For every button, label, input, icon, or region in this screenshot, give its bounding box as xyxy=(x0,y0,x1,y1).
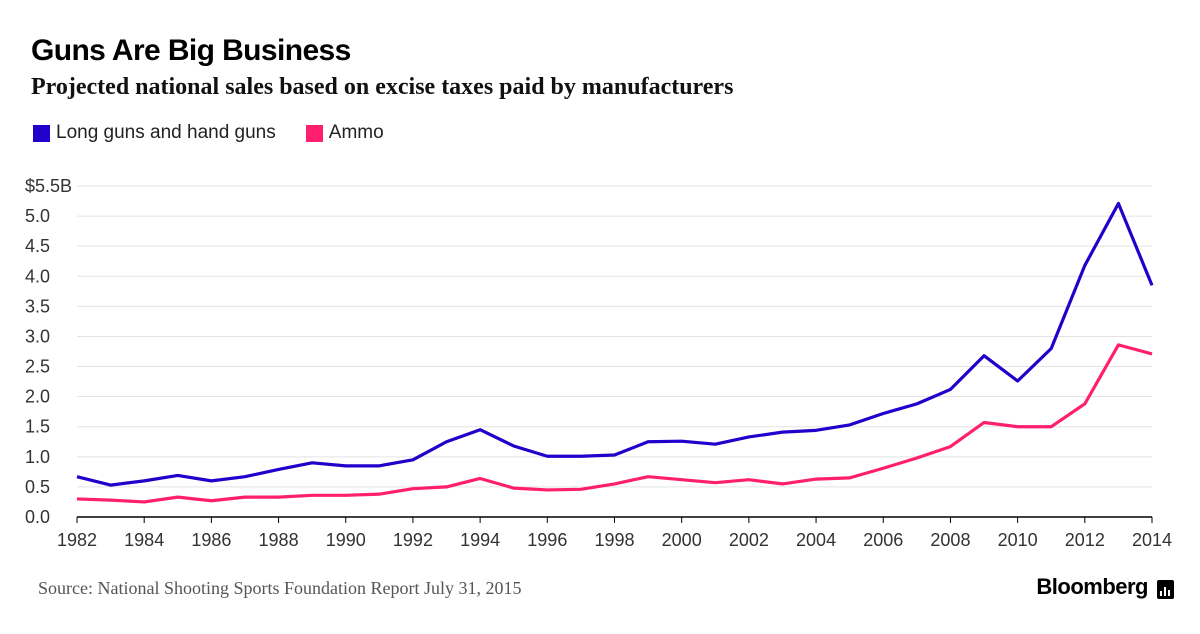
y-tick-label: 5.0 xyxy=(25,206,50,226)
x-tick-label: 1996 xyxy=(527,530,567,550)
y-tick-label: 4.5 xyxy=(25,236,50,256)
source-note: Source: National Shooting Sports Foundat… xyxy=(38,578,522,598)
legend-label-guns: Long guns and hand guns xyxy=(56,122,276,143)
chart-subtitle: Projected national sales based on excise… xyxy=(31,74,734,100)
x-axis-ticks: 1982 1984 1986 1988 1990 1992 1994 1996 1998 2000… xyxy=(57,516,1172,550)
y-tick-label: 0.0 xyxy=(25,507,50,527)
legend-swatch-guns xyxy=(33,124,50,142)
x-tick-label: 1986 xyxy=(191,530,231,550)
bloomberg-logo: Bloomberg xyxy=(1036,574,1148,599)
gridlines xyxy=(77,185,1152,488)
y-tick-label: 3.5 xyxy=(25,296,50,316)
y-tick-label: 1.0 xyxy=(25,447,50,467)
x-tick-label: 2004 xyxy=(796,530,836,550)
legend-item-guns: Long guns and hand guns xyxy=(33,122,276,144)
y-tick-label: 1.5 xyxy=(25,417,50,437)
x-tick-label: 2014 xyxy=(1132,530,1172,550)
x-tick-label: 1990 xyxy=(326,530,366,550)
x-tick-label: 1988 xyxy=(259,530,299,550)
bloomberg-chart-icon xyxy=(1157,580,1174,599)
legend: Long guns and hand guns Ammo xyxy=(33,122,414,144)
series-lines xyxy=(76,201,1154,504)
series-line-guns xyxy=(76,201,1154,487)
x-tick-label: 2008 xyxy=(930,530,970,550)
legend-label-ammo: Ammo xyxy=(328,122,384,143)
series-line-ammo xyxy=(76,343,1153,504)
x-tick-label: 2010 xyxy=(998,530,1038,550)
legend-item-ammo: Ammo xyxy=(305,122,384,144)
y-tick-label: 3.0 xyxy=(25,326,50,346)
x-tick-label: 1982 xyxy=(57,530,97,550)
y-tick-label: $5.5B xyxy=(25,176,72,196)
y-tick-label: 0.5 xyxy=(25,477,50,497)
legend-swatch-ammo xyxy=(305,124,323,142)
x-tick-label: 2006 xyxy=(863,530,903,550)
x-tick-label: 1984 xyxy=(124,530,164,550)
chart-title: Guns Are Big Business xyxy=(31,34,351,67)
y-tick-label: 2.5 xyxy=(25,357,50,377)
x-tick-label: 1998 xyxy=(594,530,634,550)
x-tick-label: 2000 xyxy=(662,530,702,550)
x-tick-label: 1994 xyxy=(460,530,500,550)
y-axis-ticks: 0.0 0.5 1.0 1.5 2.0 2.5 3.0 3.5 4.0 4.5 5.0 $5.5B xyxy=(25,176,72,527)
y-tick-label: 4.0 xyxy=(25,266,50,286)
x-tick-label: 2002 xyxy=(729,530,769,550)
x-tick-label: 1992 xyxy=(393,530,433,550)
x-tick-label: 2012 xyxy=(1065,530,1105,550)
y-tick-label: 2.0 xyxy=(25,387,50,407)
